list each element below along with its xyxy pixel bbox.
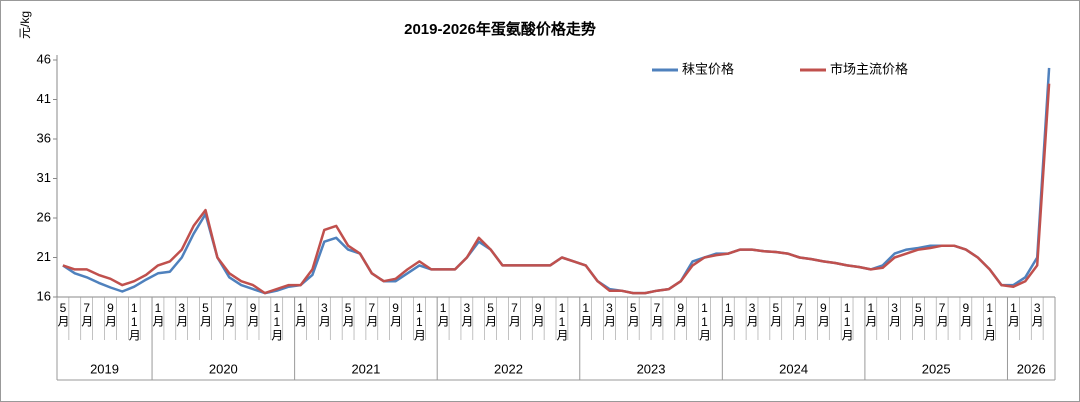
chart-title: 2019-2026年蛋氨酸价格走势 <box>404 20 596 38</box>
x-tick-label: 11月 <box>555 301 569 342</box>
x-tick-label: 3月 <box>317 301 331 328</box>
y-axis-label: 元/kg <box>18 11 32 39</box>
year-label: 2023 <box>637 361 666 376</box>
x-tick-label: 1月 <box>151 301 165 328</box>
year-label: 2024 <box>779 361 808 376</box>
x-tick-label: 1月 <box>721 301 735 328</box>
x-tick-label: 7月 <box>935 301 949 328</box>
x-tick-label: 7月 <box>793 301 807 328</box>
year-label: 2021 <box>351 361 380 376</box>
x-tick-label: 1月 <box>436 301 450 328</box>
x-tick-label: 3月 <box>745 301 759 328</box>
legend-label: 秣宝价格 <box>682 61 734 76</box>
x-tick-label: 9月 <box>816 301 830 328</box>
x-tick-label: 9月 <box>531 301 545 328</box>
year-label: 2022 <box>494 361 523 376</box>
y-tick-label: 41 <box>37 91 51 106</box>
x-tick-label: 5月 <box>769 301 783 328</box>
y-tick-label: 26 <box>37 209 51 224</box>
x-tick-label: 9月 <box>389 301 403 328</box>
x-tick-label: 3月 <box>1030 301 1044 328</box>
year-label: 2019 <box>90 361 119 376</box>
x-tick-label: 9月 <box>246 301 260 328</box>
x-tick-label: 5月 <box>56 301 70 328</box>
x-tick-label: 7月 <box>507 301 521 328</box>
x-tick-label: 9月 <box>959 301 973 328</box>
x-tick-label: 9月 <box>674 301 688 328</box>
x-tick-label: 3月 <box>888 301 902 328</box>
x-tick-label: 1月 <box>294 301 308 328</box>
x-tick-label: 3月 <box>602 301 616 328</box>
x-tick-label: 7月 <box>80 301 94 328</box>
x-tick-label: 1月 <box>579 301 593 328</box>
series-line <box>62 83 1051 295</box>
x-tick-label: 5月 <box>199 301 213 328</box>
x-tick-label: 5月 <box>484 301 498 328</box>
year-label: 2025 <box>922 361 951 376</box>
x-tick-label: 7月 <box>222 301 236 328</box>
legend-label: 市场主流价格 <box>830 61 908 76</box>
x-tick-label: 5月 <box>911 301 925 328</box>
y-tick-label: 21 <box>37 249 51 264</box>
x-tick-label: 9月 <box>103 301 117 328</box>
y-tick-label: 36 <box>37 130 51 145</box>
y-tick-label: 46 <box>37 51 51 66</box>
x-tick-label: 3月 <box>460 301 474 328</box>
x-tick-label: 5月 <box>626 301 640 328</box>
x-tick-label: 11月 <box>840 301 854 342</box>
x-tick-label: 7月 <box>650 301 664 328</box>
x-tick-label: 11月 <box>412 301 426 342</box>
x-tick-label: 1月 <box>1006 301 1020 328</box>
x-tick-label: 3月 <box>175 301 189 328</box>
x-tick-label: 11月 <box>127 301 141 342</box>
x-tick-label: 5月 <box>341 301 355 328</box>
year-label: 2020 <box>209 361 238 376</box>
x-tick-label: 11月 <box>270 301 284 342</box>
x-tick-label: 11月 <box>698 301 712 342</box>
x-tick-label: 1月 <box>864 301 878 328</box>
y-tick-label: 31 <box>37 170 51 185</box>
year-label: 2026 <box>1017 361 1046 376</box>
x-tick-label: 7月 <box>365 301 379 328</box>
y-tick-label: 16 <box>37 288 51 303</box>
x-tick-label: 11月 <box>983 301 997 342</box>
